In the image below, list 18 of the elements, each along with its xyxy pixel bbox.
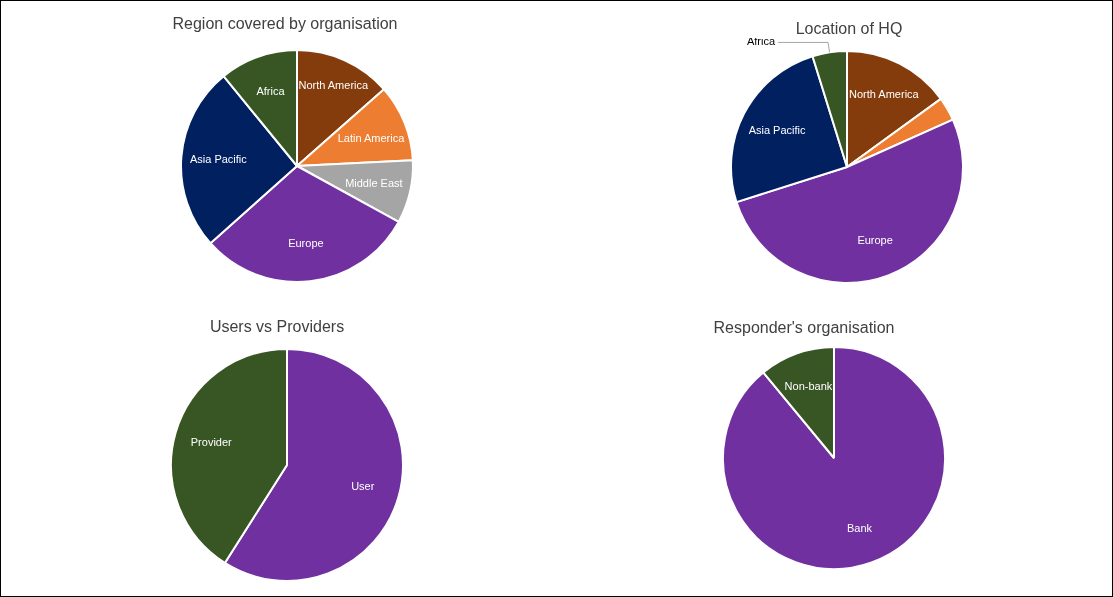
slice-label: Africa [746, 35, 776, 48]
chart-title: Responder's organisation [713, 319, 895, 337]
slice-label: Europe [857, 233, 893, 246]
slice-label: North America [849, 87, 920, 100]
slice-label: Africa [256, 84, 286, 97]
slice-label: User [351, 480, 375, 493]
slice-label: Provider [190, 436, 233, 449]
slice-label: Non-bank [784, 380, 833, 393]
slice-label: Middle East [345, 176, 403, 189]
slice-label: Latin America [337, 131, 406, 144]
chart-title: Location of HQ [795, 20, 903, 38]
slice-label: Asia Pacific [189, 152, 248, 165]
chart-title: Users vs Providers [209, 318, 345, 336]
slice-label: North America [298, 78, 369, 91]
slice-label: Bank [847, 522, 873, 535]
slice-label: Asia Pacific [748, 123, 806, 136]
chart-title: Region covered by organisation [172, 15, 398, 33]
slice-label: Europe [288, 237, 324, 250]
